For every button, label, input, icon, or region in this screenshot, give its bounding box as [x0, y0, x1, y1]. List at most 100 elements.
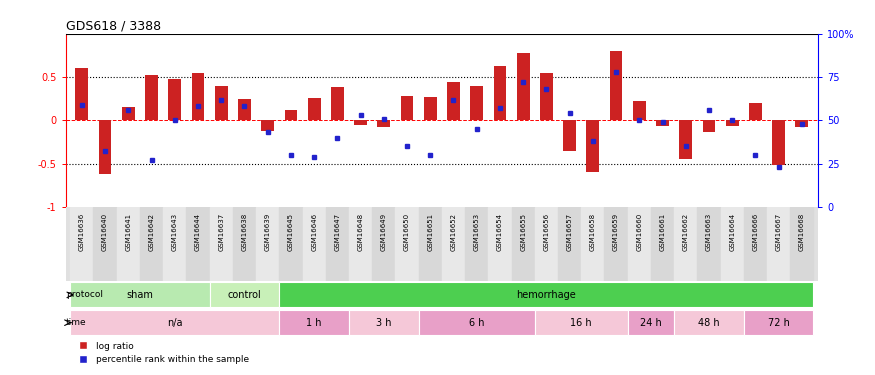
FancyBboxPatch shape — [418, 310, 535, 335]
Text: GSM16666: GSM16666 — [752, 213, 759, 251]
Text: GSM16655: GSM16655 — [520, 213, 526, 251]
Text: GSM16644: GSM16644 — [195, 213, 201, 251]
Bar — [215, 86, 228, 120]
Bar — [210, 207, 233, 281]
Bar — [471, 86, 483, 120]
FancyBboxPatch shape — [279, 282, 814, 308]
Bar — [94, 207, 116, 281]
Text: 72 h: 72 h — [767, 318, 789, 328]
Bar — [349, 207, 372, 281]
FancyBboxPatch shape — [535, 310, 627, 335]
Bar — [354, 120, 367, 124]
Text: 6 h: 6 h — [469, 318, 485, 328]
Text: GSM16652: GSM16652 — [451, 213, 457, 251]
Bar — [418, 207, 442, 281]
Bar — [303, 207, 326, 281]
Bar — [493, 66, 507, 120]
Text: sham: sham — [127, 290, 153, 300]
Bar — [116, 207, 140, 281]
FancyBboxPatch shape — [627, 310, 674, 335]
Bar — [447, 82, 460, 120]
Text: GSM16658: GSM16658 — [590, 213, 596, 251]
Text: 48 h: 48 h — [698, 318, 720, 328]
Bar — [238, 99, 251, 120]
Text: GSM16651: GSM16651 — [427, 213, 433, 251]
Bar — [308, 98, 320, 120]
Bar — [256, 207, 279, 281]
Bar — [331, 87, 344, 120]
FancyBboxPatch shape — [210, 282, 279, 308]
Bar — [540, 73, 553, 120]
Text: GSM16653: GSM16653 — [473, 213, 480, 251]
Text: GSM16654: GSM16654 — [497, 213, 503, 251]
Bar — [721, 207, 744, 281]
Bar — [279, 207, 303, 281]
Bar — [262, 120, 274, 130]
Text: 24 h: 24 h — [640, 318, 662, 328]
Legend: log ratio, percentile rank within the sample: log ratio, percentile rank within the sa… — [70, 338, 253, 368]
FancyBboxPatch shape — [70, 310, 279, 335]
Text: hemorrhage: hemorrhage — [516, 290, 577, 300]
Text: GSM16638: GSM16638 — [242, 213, 248, 251]
Bar — [372, 207, 396, 281]
Bar — [795, 120, 808, 127]
Text: GSM16639: GSM16639 — [264, 213, 270, 251]
FancyBboxPatch shape — [744, 310, 814, 335]
Bar — [186, 207, 210, 281]
Bar — [75, 68, 88, 120]
Bar — [697, 207, 721, 281]
Bar — [535, 207, 558, 281]
Bar — [605, 207, 627, 281]
Bar — [773, 120, 785, 165]
Bar — [725, 120, 738, 126]
Text: 1 h: 1 h — [306, 318, 322, 328]
Bar — [633, 101, 646, 120]
Text: GSM16645: GSM16645 — [288, 213, 294, 251]
Text: GSM16659: GSM16659 — [613, 213, 620, 251]
Text: 16 h: 16 h — [570, 318, 592, 328]
Bar — [558, 207, 581, 281]
Text: GSM16656: GSM16656 — [543, 213, 550, 251]
Text: protocol: protocol — [66, 290, 103, 299]
Text: GSM16648: GSM16648 — [358, 213, 364, 251]
Bar — [70, 207, 94, 281]
Bar — [163, 207, 186, 281]
Text: GSM16641: GSM16641 — [125, 213, 131, 251]
Text: GSM16664: GSM16664 — [729, 213, 735, 251]
FancyBboxPatch shape — [70, 282, 210, 308]
Bar — [512, 207, 535, 281]
Text: GSM16646: GSM16646 — [312, 213, 317, 251]
Text: GSM16643: GSM16643 — [172, 213, 178, 251]
Text: GSM16662: GSM16662 — [682, 213, 689, 251]
Text: GSM16637: GSM16637 — [218, 213, 224, 251]
Bar — [564, 120, 576, 150]
FancyBboxPatch shape — [674, 310, 744, 335]
Bar — [99, 120, 111, 174]
Text: GSM16650: GSM16650 — [404, 213, 410, 251]
Bar — [749, 103, 762, 120]
Bar — [488, 207, 512, 281]
Bar — [674, 207, 697, 281]
Bar — [401, 96, 413, 120]
Text: GSM16649: GSM16649 — [381, 213, 387, 251]
Text: 3 h: 3 h — [376, 318, 391, 328]
Text: GSM16661: GSM16661 — [660, 213, 666, 251]
Text: GSM16660: GSM16660 — [636, 213, 642, 251]
Text: GDS618 / 3388: GDS618 / 3388 — [66, 20, 161, 33]
Bar — [627, 207, 651, 281]
Bar — [122, 107, 135, 120]
Text: GSM16667: GSM16667 — [775, 213, 781, 251]
FancyBboxPatch shape — [349, 310, 418, 335]
Text: GSM16647: GSM16647 — [334, 213, 340, 251]
Bar — [581, 207, 605, 281]
Text: GSM16668: GSM16668 — [799, 213, 805, 251]
Bar — [442, 207, 466, 281]
Bar — [145, 75, 158, 120]
Bar — [424, 97, 437, 120]
Bar — [744, 207, 767, 281]
Bar — [140, 207, 163, 281]
Text: GSM16640: GSM16640 — [102, 213, 108, 251]
Bar — [790, 207, 814, 281]
Bar — [586, 120, 599, 172]
Bar — [610, 51, 622, 120]
